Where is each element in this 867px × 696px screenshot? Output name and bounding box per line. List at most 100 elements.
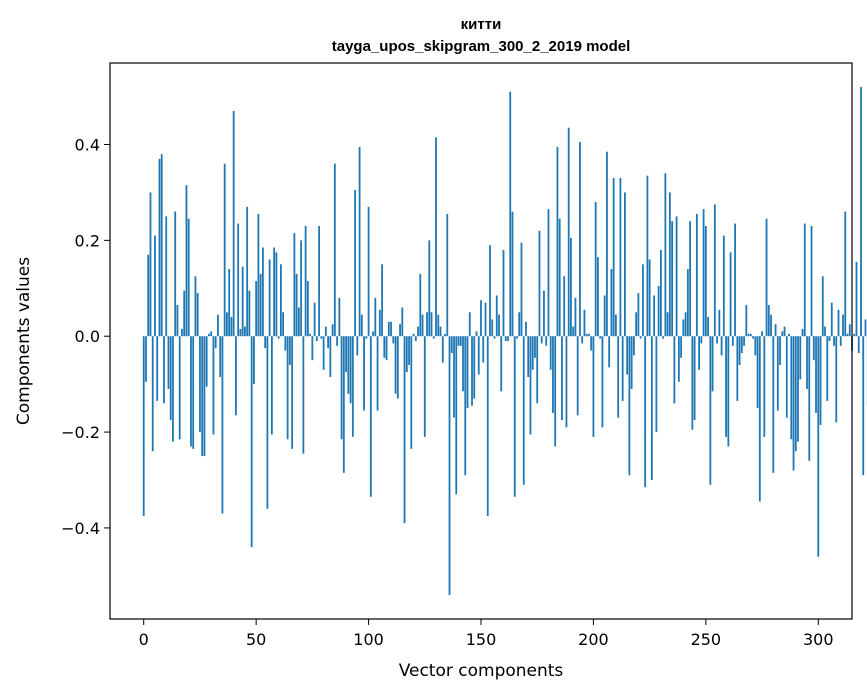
bar-component-20 (187, 218, 190, 337)
bar-component-1 (145, 336, 147, 382)
bar-component-300 (817, 336, 820, 557)
bar-component-32 (214, 336, 217, 349)
bar-component-266 (740, 336, 743, 353)
bar-component-282 (776, 336, 779, 411)
bar-component-165 (513, 336, 516, 497)
bar-component-311 (842, 314, 844, 337)
bar-component-8 (160, 154, 163, 337)
bar-component-222 (641, 264, 644, 337)
bar-component-218 (633, 336, 635, 356)
bar-component-304 (826, 336, 829, 401)
bar-component-168 (520, 242, 523, 337)
bar-component-63 (284, 336, 287, 351)
bar-component-83 (329, 336, 332, 377)
bar-component-36 (223, 163, 226, 337)
bar-component-242 (686, 269, 689, 337)
bar-component-22 (192, 336, 195, 449)
bar-component-9 (163, 336, 165, 404)
bar-component-111 (392, 336, 395, 344)
bar-component-57 (270, 336, 273, 435)
bar-component-267 (743, 336, 745, 346)
bar-component-17 (181, 329, 183, 337)
bar-component-246 (695, 213, 698, 337)
bar-component-101 (369, 336, 372, 497)
bar-component-174 (534, 336, 536, 358)
bar-component-173 (531, 336, 534, 370)
bar-component-104 (376, 336, 379, 411)
bar-component-229 (657, 285, 660, 337)
bar-component-272 (754, 336, 757, 356)
bar-component-114 (399, 324, 401, 337)
bar-component-268 (745, 305, 748, 337)
bar-component-317 (855, 261, 858, 337)
bar-component-59 (275, 252, 278, 337)
bar-component-107 (383, 336, 386, 358)
bar-component-128 (430, 312, 433, 337)
bar-component-155 (491, 319, 494, 337)
bar-component-46 (246, 206, 249, 337)
bar-component-96 (358, 146, 361, 337)
bar-component-264 (736, 336, 739, 401)
bar-component-281 (774, 324, 777, 337)
chart-title-line2: tayga_upos_skipgram_300_2_2019 model (332, 38, 631, 55)
y-tick-label: 0.2 (75, 231, 100, 250)
y-axis-label: Components values (14, 257, 34, 425)
bar-component-180 (547, 209, 550, 337)
bar-component-25 (199, 336, 201, 433)
bar-component-196 (583, 309, 586, 337)
bar-component-78 (318, 225, 321, 337)
bar-component-29 (208, 333, 210, 337)
bars-layer (142, 86, 867, 596)
bar-component-236 (673, 336, 676, 404)
bar-component-231 (662, 336, 665, 339)
bar-component-110 (390, 321, 392, 337)
bar-component-197 (585, 333, 588, 337)
bar-component-312 (844, 211, 847, 337)
bar-component-310 (839, 336, 842, 346)
bar-component-26 (201, 336, 204, 457)
bar-component-142 (462, 336, 464, 392)
bar-component-244 (691, 336, 694, 430)
bar-component-71 (302, 336, 305, 454)
bar-component-138 (453, 336, 455, 418)
y-tick-label: −0.4 (61, 519, 100, 538)
bar-component-70 (300, 240, 303, 337)
bar-component-251 (707, 317, 709, 337)
bar-component-284 (781, 331, 784, 337)
bar-component-301 (819, 336, 822, 425)
bar-component-183 (554, 336, 557, 447)
bar-component-319 (860, 86, 862, 337)
bar-component-93 (351, 336, 354, 437)
bar-component-237 (675, 216, 678, 337)
bar-component-224 (646, 175, 649, 337)
bar-component-206 (606, 151, 608, 337)
bar-component-194 (579, 142, 581, 337)
bar-component-215 (626, 336, 629, 375)
bar-component-159 (500, 336, 503, 392)
bar-component-285 (783, 326, 786, 337)
bar-component-5 (154, 235, 156, 337)
bar-component-129 (432, 336, 435, 339)
bar-component-175 (536, 336, 539, 404)
axes-layer (109, 62, 853, 620)
bar-component-170 (525, 321, 527, 337)
bar-component-171 (527, 336, 530, 377)
bar-component-131 (437, 314, 440, 337)
bar-component-213 (621, 336, 624, 401)
bar-component-200 (592, 336, 595, 437)
bar-component-76 (313, 302, 316, 337)
bar-component-255 (716, 336, 718, 344)
bar-component-254 (713, 204, 716, 337)
bar-component-87 (338, 297, 341, 337)
bar-component-176 (538, 230, 541, 337)
bar-component-84 (331, 324, 334, 337)
bar-component-228 (655, 336, 658, 433)
bar-component-270 (749, 333, 752, 337)
bar-component-120 (412, 333, 415, 337)
bar-component-291 (797, 336, 799, 442)
bar-component-286 (785, 336, 788, 418)
bar-component-31 (212, 336, 215, 435)
bar-component-121 (414, 336, 417, 341)
bar-component-216 (628, 336, 631, 476)
bar-component-293 (801, 329, 804, 337)
